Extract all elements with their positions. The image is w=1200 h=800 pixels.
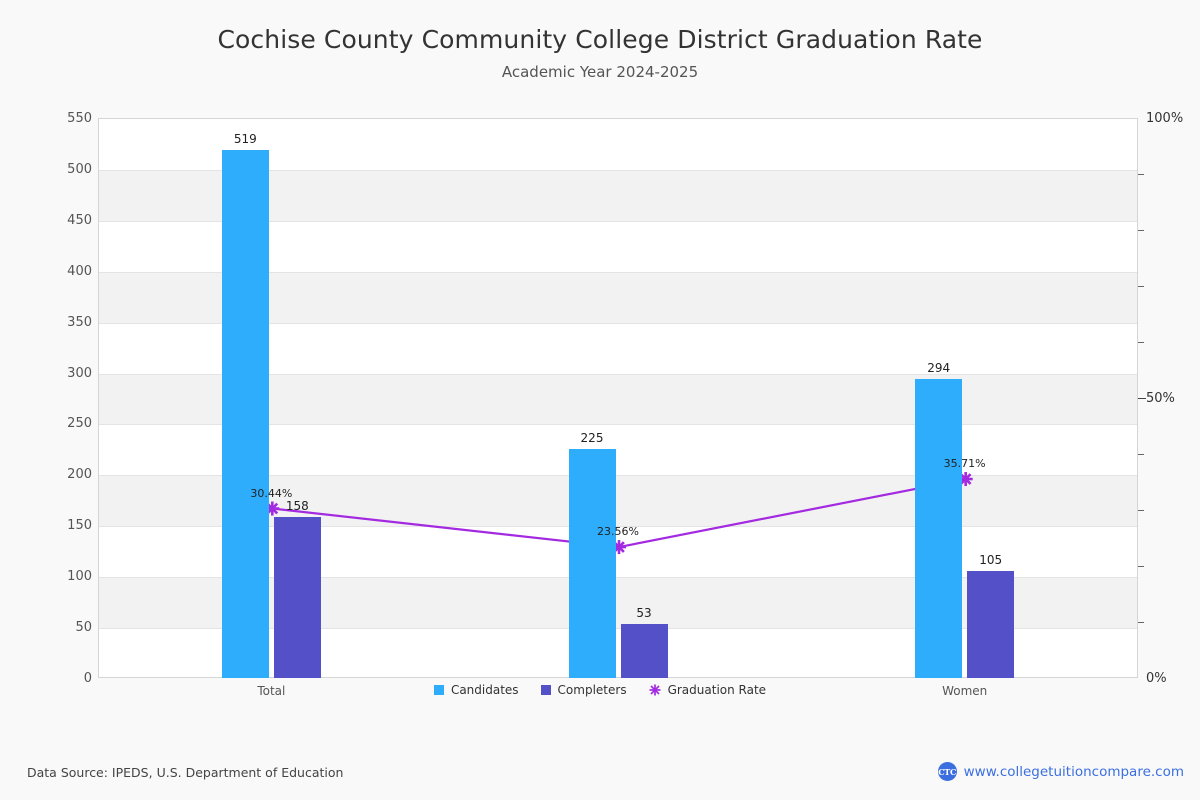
graduation-rate-value-label: 35.71% <box>943 457 986 471</box>
ctc-logo-icon: CTC <box>937 762 957 781</box>
gridline <box>99 169 1137 171</box>
secondary-axis-tick-mark <box>1138 398 1146 399</box>
secondary-axis-tick-mark <box>1138 174 1144 175</box>
gridline <box>99 373 1137 375</box>
gridline <box>99 577 1137 579</box>
x-axis-category-label: Women <box>942 684 988 698</box>
y-axis-tick-label: 250 <box>67 416 92 432</box>
site-link[interactable]: CTC www.collegetuitioncompare.com <box>937 762 1184 781</box>
bar-completers[interactable] <box>967 571 1015 678</box>
secondary-axis-tick-mark <box>1138 286 1144 287</box>
data-source-note: Data Source: IPEDS, U.S. Department of E… <box>27 765 344 780</box>
secondary-axis-tick-mark <box>1138 622 1144 623</box>
y-axis-tick-label: 0 <box>83 671 92 686</box>
bar-value-label: 225 <box>580 430 604 445</box>
secondary-axis-tick-label: 100% <box>1146 111 1184 126</box>
legend-star-icon <box>649 684 661 696</box>
chart-legend: Candidates Completers Graduation Rate <box>0 683 1200 697</box>
bar-value-label: 158 <box>285 499 309 514</box>
bar-completers[interactable] <box>273 517 321 678</box>
gridline <box>99 220 1137 222</box>
y-axis-tick-label: 500 <box>67 161 92 177</box>
bar-value-label: 519 <box>233 131 257 146</box>
secondary-axis-tick-label: 0% <box>1146 671 1167 686</box>
grid-band <box>99 577 1137 629</box>
grid-band <box>99 169 1137 221</box>
y-axis-tick-label: 200 <box>67 467 92 483</box>
y-axis-tick-label: 550 <box>67 111 92 126</box>
y-axis-tick-label: 400 <box>67 263 92 279</box>
y-axis-tick-label: 150 <box>67 518 92 534</box>
y-axis-tick-label: 50 <box>75 620 92 636</box>
y-axis-tick-label: 300 <box>67 365 92 381</box>
legend-item-candidates[interactable]: Candidates <box>433 683 519 697</box>
legend-label-graduation-rate: Graduation Rate <box>667 683 767 697</box>
legend-label-completers: Completers <box>557 683 627 697</box>
bar-candidates[interactable] <box>221 149 269 678</box>
graduation-rate-value-label: 23.56% <box>597 525 639 539</box>
gridline <box>99 475 1137 477</box>
gridline <box>99 322 1137 324</box>
page-title: Cochise County Community College Distric… <box>217 25 983 54</box>
grid-band <box>99 373 1137 425</box>
grid-band <box>99 271 1137 323</box>
secondary-axis-tick-mark <box>1138 510 1144 511</box>
secondary-axis-tick-mark <box>1138 566 1144 567</box>
chart-subtitle: Academic Year 2024-2025 <box>501 63 699 81</box>
bar-value-label: 294 <box>927 360 951 375</box>
graduation-rate-value-label: 30.44% <box>250 486 293 500</box>
bar-candidates[interactable] <box>568 448 616 678</box>
legend-item-graduation-rate[interactable]: Graduation Rate <box>649 683 766 697</box>
x-axis-category-label: Total <box>257 684 286 698</box>
bar-completers[interactable] <box>620 624 668 678</box>
site-link-label: www.collegetuitioncompare.com <box>963 763 1184 780</box>
secondary-axis-tick-mark <box>1138 454 1144 455</box>
y-axis-tick-label: 100 <box>67 569 92 585</box>
secondary-axis-tick-label: 50% <box>1146 391 1175 406</box>
bar-value-label: 105 <box>979 553 1003 568</box>
secondary-axis-tick-mark <box>1138 230 1144 231</box>
legend-label-candidates: Candidates <box>450 683 519 697</box>
legend-item-completers[interactable]: Completers <box>540 683 627 697</box>
y-axis-tick-label: 350 <box>67 314 92 330</box>
legend-swatch-completers-icon <box>540 685 551 695</box>
gridline <box>99 424 1137 426</box>
bar-value-label: 53 <box>636 606 652 621</box>
gridline <box>99 628 1137 630</box>
secondary-axis-tick-mark <box>1138 342 1144 343</box>
bar-candidates[interactable] <box>915 378 963 678</box>
y-axis-tick-label: 450 <box>67 212 92 228</box>
gridline <box>99 271 1137 273</box>
legend-swatch-candidates-icon <box>433 685 444 695</box>
